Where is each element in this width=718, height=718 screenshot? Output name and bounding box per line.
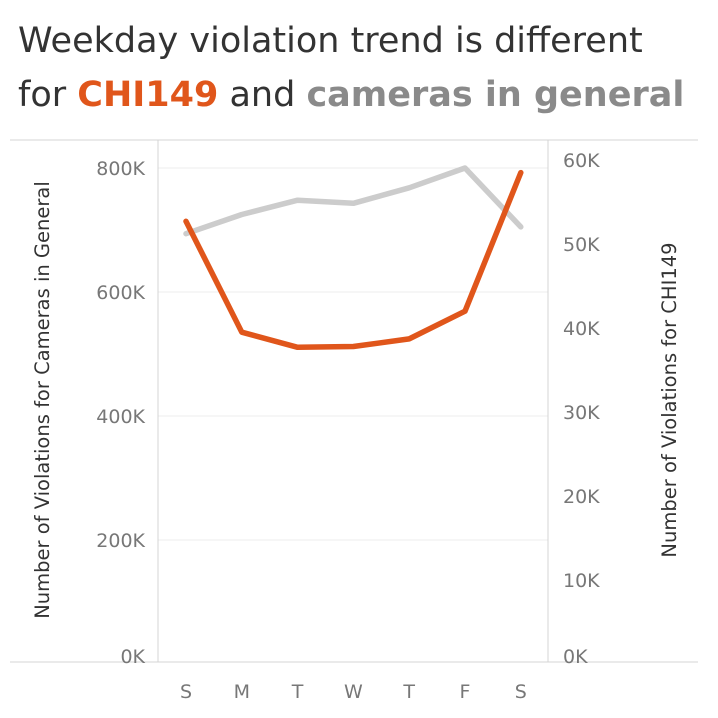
left-tick-label: 200K [96,530,145,552]
left-tick-label: 400K [96,406,145,428]
left-axis-title: Number of Violations for Cameras in Gene… [31,181,54,619]
left-tick-label: 0K [120,646,145,668]
x-tick-label: T [291,681,304,703]
series-lines [183,165,524,351]
x-tick-label: S [515,681,527,703]
right-tick-label: 10K [563,570,600,592]
x-tick-label: F [460,681,471,703]
gridlines [158,167,548,541]
x-tick-label: S [180,681,192,703]
left-tick-label: 600K [96,282,145,304]
right-tick-label: 60K [563,150,600,172]
title-highlight-chi149: CHI149 [77,75,219,115]
right-tick-label: 40K [563,318,600,340]
left-axis-ticks: 0K 200K 400K 600K 800K [96,158,145,668]
x-tick-label: M [234,681,250,703]
chart-frame [10,139,698,663]
series-line-general [183,165,524,237]
title-line-1: Weekday violation trend is different [18,21,643,61]
left-tick-label: 800K [96,158,145,180]
right-axis-title: Number of Violations for CHI149 [658,242,681,557]
series-line-chi149 [183,169,524,351]
right-tick-label: 20K [563,486,600,508]
title-line-2-prefix: for [18,75,78,115]
x-tick-label: W [344,681,363,703]
chart-title: Weekday violation trend is different for… [18,14,684,122]
x-tick-label: T [402,681,415,703]
right-axis-ticks: 0K 10K 20K 30K 40K 50K 60K [563,150,600,668]
right-tick-label: 30K [563,402,600,424]
title-line-2-middle: and [218,75,307,115]
title-highlight-general: cameras in general [306,75,685,115]
right-tick-label: 50K [563,234,600,256]
right-tick-label: 0K [563,646,588,668]
